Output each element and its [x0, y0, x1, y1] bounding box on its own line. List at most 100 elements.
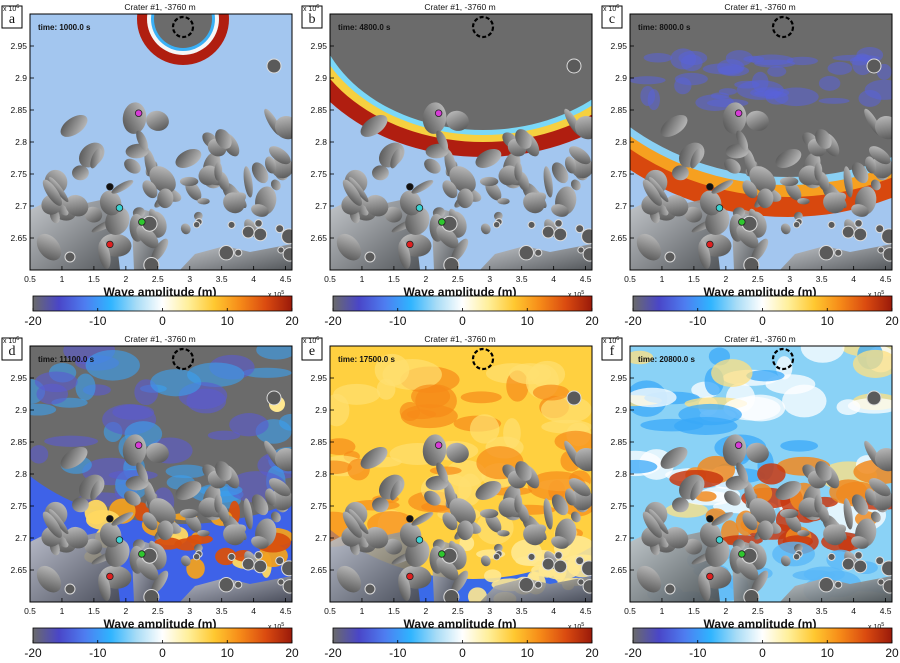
station-marker — [115, 536, 124, 544]
station-marker — [734, 109, 743, 117]
colorbar-tick-label: 0 — [159, 646, 166, 660]
y-tick-label: 2.95 — [310, 41, 327, 51]
x-tick-label: 1.5 — [88, 606, 100, 616]
crater-marker-icon — [771, 15, 795, 39]
crater-cavity — [330, 14, 592, 130]
x-tick-label: 0.5 — [24, 274, 36, 284]
x-tick-label: 4 — [551, 606, 556, 616]
y-tick-label: 2.95 — [10, 41, 27, 51]
y-tick-label: 2.85 — [310, 437, 327, 447]
y-tick-label: 2.75 — [310, 501, 327, 511]
colorbar-tick-label: 10 — [821, 314, 835, 328]
y-exponent: x 106 — [603, 4, 619, 13]
colorbar-tick-label: -10 — [689, 646, 707, 660]
x-tick-label: 2.5 — [752, 274, 764, 284]
x-tick-label: 3 — [487, 606, 492, 616]
panel-letter-box — [601, 5, 623, 29]
colorbar-tick-label: 0 — [759, 646, 766, 660]
colorbar-label: Wave amplitude (m) — [704, 285, 817, 299]
y-tick-label: 2.9 — [615, 73, 627, 83]
station-marker — [706, 572, 714, 581]
colorbar-tick-label: -20 — [624, 646, 642, 660]
x-tick-label: 1.5 — [88, 274, 100, 284]
station-marker — [706, 240, 714, 249]
y-tick-label: 2.8 — [615, 137, 627, 147]
station-marker — [134, 441, 143, 449]
station-marker — [406, 183, 414, 191]
x-tick-label: 2 — [423, 274, 428, 284]
plot-area — [30, 346, 292, 602]
x-tick-label: 2 — [423, 606, 428, 616]
x-tick-label: 4.5 — [580, 606, 592, 616]
x-tick-label: 3 — [487, 274, 492, 284]
x-tick-label: 0.5 — [24, 606, 36, 616]
y-tick-label: 2.75 — [10, 501, 27, 511]
panel-f: f Crater #1, -3760 m x 106 time: 20800.0 s 2… — [600, 332, 900, 663]
x-tick-label: 3 — [787, 274, 792, 284]
station-marker — [706, 183, 714, 191]
x-exponent: x 105 — [268, 290, 284, 299]
x-tick-label: 1 — [660, 274, 665, 284]
y-tick-label: 2.75 — [310, 169, 327, 179]
colorbar-label: Wave amplitude (m) — [704, 617, 817, 631]
panel-letter: d — [9, 344, 16, 359]
panel-letter-box — [601, 337, 623, 361]
panel-svg: b Crater #1, -3760 m x 106 time: 4800.0 s 2.… — [301, 2, 599, 328]
x-exponent: x 105 — [568, 290, 584, 299]
panel-letter: b — [309, 12, 316, 27]
colorbar-tick-label: -10 — [389, 314, 407, 328]
x-tick-label: 3 — [187, 606, 192, 616]
panel-a: a Crater #1, -3760 m x 106 time: 1000.0 s 2.… — [0, 0, 300, 331]
x-tick-label: 2.5 — [152, 274, 164, 284]
station-marker — [715, 536, 724, 544]
x-tick-label: 2 — [123, 606, 128, 616]
land-mask — [630, 390, 892, 602]
x-tick-label: 4 — [251, 606, 256, 616]
station-marker — [415, 536, 424, 544]
x-tick-label: 1.5 — [688, 606, 700, 616]
panel-svg: f Crater #1, -3760 m x 106 time: 20800.0 s 2… — [601, 334, 899, 660]
y-tick-label: 2.8 — [315, 137, 327, 147]
x-tick-label: 4 — [251, 274, 256, 284]
station-marker — [738, 218, 746, 226]
x-tick-label: 3 — [787, 606, 792, 616]
station-marker — [438, 218, 446, 226]
panel-title: Crater #1, -3760 m — [724, 334, 795, 344]
station-marker — [138, 550, 146, 558]
y-tick-label: 2.8 — [315, 469, 327, 479]
panel-letter: c — [609, 12, 615, 27]
station-marker — [406, 515, 414, 523]
plot-area — [630, 346, 892, 602]
plot-area — [330, 346, 592, 602]
y-tick-label: 2.85 — [310, 105, 327, 115]
x-tick-label: 2 — [723, 606, 728, 616]
panel-letter: f — [610, 344, 615, 359]
panel-svg: d Crater #1, -3760 m x 106 time: 11100.0 s 2… — [1, 334, 299, 660]
station-marker — [415, 204, 424, 212]
colorbar-tick-label: -20 — [24, 646, 42, 660]
land-mask — [30, 58, 292, 270]
y-tick-label: 2.7 — [315, 533, 327, 543]
colorbar-tick-label: -10 — [89, 646, 107, 660]
panel-letter-box — [1, 337, 23, 361]
station-marker — [115, 204, 124, 212]
x-tick-label: 2.5 — [452, 606, 464, 616]
x-tick-label: 0.5 — [324, 274, 336, 284]
x-tick-label: 1 — [60, 274, 65, 284]
colorbar-tick-label: 10 — [221, 314, 235, 328]
y-tick-label: 2.8 — [615, 469, 627, 479]
x-tick-label: 3 — [187, 274, 192, 284]
panel-title: Crater #1, -3760 m — [424, 2, 495, 12]
colorbar-tick-label: -10 — [89, 314, 107, 328]
colorbar-label: Wave amplitude (m) — [104, 617, 217, 631]
colorbar-tick-label: 20 — [285, 314, 299, 328]
y-exponent: x 106 — [303, 4, 319, 13]
y-tick-label: 2.75 — [610, 169, 627, 179]
land-mask — [330, 390, 592, 602]
station-marker — [715, 204, 724, 212]
colorbar-tick-label: -20 — [624, 314, 642, 328]
y-tick-label: 2.75 — [610, 501, 627, 511]
x-tick-label: 4 — [851, 274, 856, 284]
x-tick-label: 0.5 — [624, 274, 636, 284]
panel-letter-box — [301, 5, 323, 29]
